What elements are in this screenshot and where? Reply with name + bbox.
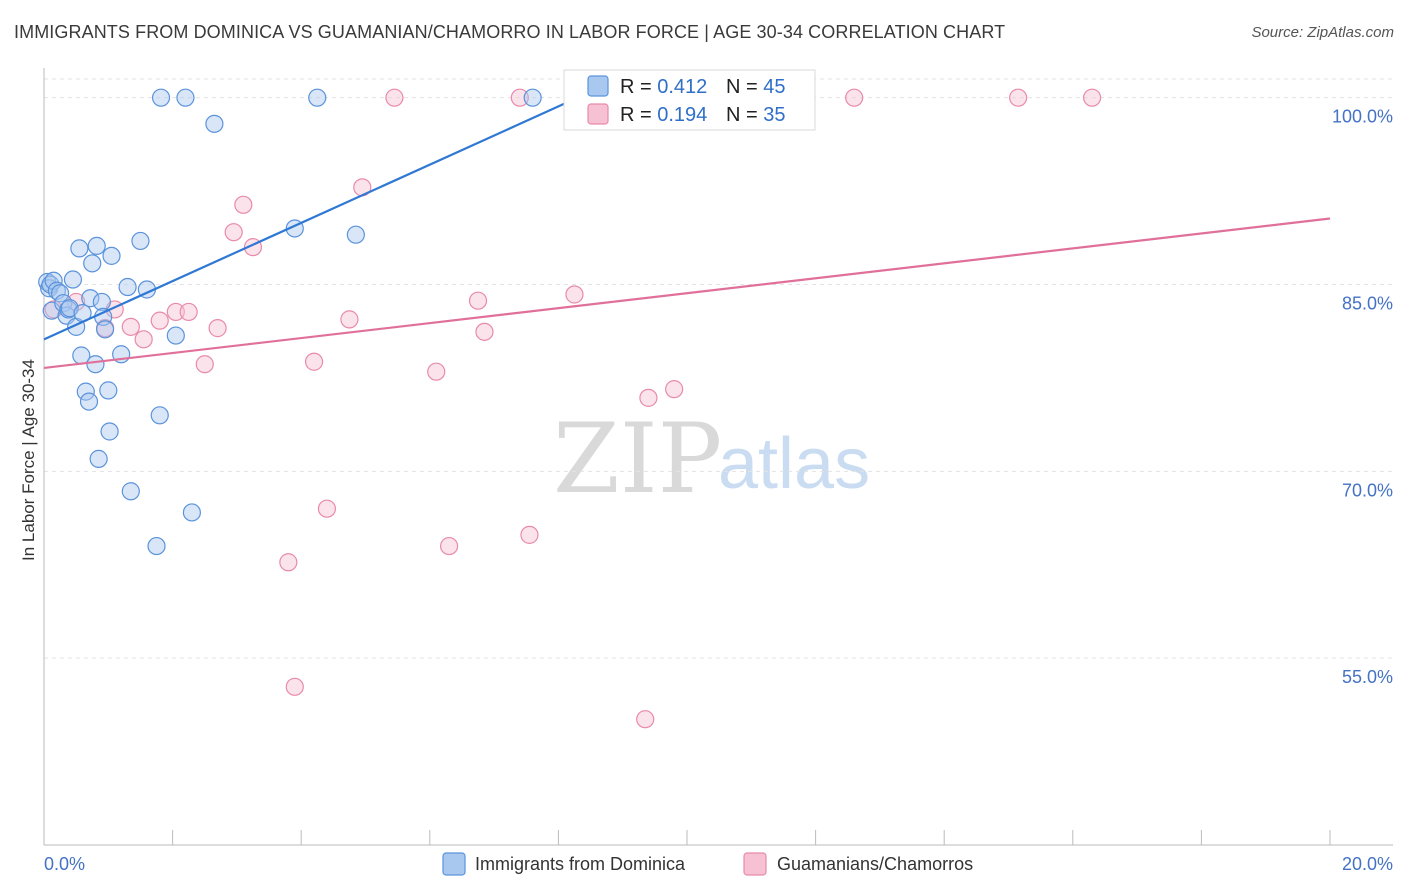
legend-pink-n: N = 35 bbox=[726, 104, 786, 126]
data-point bbox=[81, 289, 100, 308]
legend-pink-swatch bbox=[587, 103, 609, 125]
blue-series-points bbox=[38, 88, 542, 556]
legend-blue-stats: R = 0.412 bbox=[620, 76, 707, 98]
data-point bbox=[234, 195, 253, 214]
data-point bbox=[166, 326, 185, 345]
x-tick-label-max: 20.0% bbox=[1342, 854, 1393, 874]
y-tick-labels: 100.0% 85.0% 70.0% 55.0% bbox=[1332, 107, 1393, 687]
data-point bbox=[95, 320, 115, 339]
data-point bbox=[308, 88, 327, 107]
legend-blue-n-value: 45 bbox=[763, 76, 785, 98]
data-point bbox=[63, 270, 83, 289]
pink-trend-line bbox=[43, 217, 1331, 370]
blue-trend-line bbox=[43, 96, 579, 341]
y-tick-label: 70.0% bbox=[1342, 480, 1393, 500]
data-point bbox=[83, 254, 102, 273]
data-point bbox=[87, 236, 106, 256]
legend-blue-n: N = 45 bbox=[726, 76, 786, 98]
data-point bbox=[134, 330, 153, 349]
data-point bbox=[179, 302, 198, 322]
data-point bbox=[70, 239, 89, 258]
data-point bbox=[1082, 88, 1102, 107]
chart-title: IMMIGRANTS FROM DOMINICA VS GUAMANIAN/CH… bbox=[14, 22, 1006, 42]
data-point bbox=[845, 88, 864, 107]
watermark-atlas: atlas bbox=[718, 424, 870, 504]
data-point bbox=[59, 300, 78, 319]
data-point bbox=[224, 223, 243, 242]
data-point bbox=[121, 482, 140, 501]
data-point bbox=[523, 88, 542, 107]
data-point bbox=[166, 302, 185, 322]
data-point bbox=[150, 311, 169, 330]
legend-box: R = 0.412 N = 45 R = 0.194 N = 35 bbox=[563, 69, 816, 131]
axes bbox=[43, 68, 1393, 846]
data-point bbox=[636, 710, 655, 729]
data-point bbox=[665, 380, 684, 399]
data-point bbox=[475, 322, 494, 341]
legend-pink-stats: R = 0.194 bbox=[620, 104, 707, 126]
bottom-legend-pink-swatch bbox=[743, 852, 767, 876]
data-point bbox=[100, 422, 119, 441]
legend-blue-r-value: 0.412 bbox=[657, 76, 707, 98]
data-point bbox=[102, 246, 121, 265]
data-point bbox=[151, 88, 171, 107]
y-tick-label: 85.0% bbox=[1342, 294, 1393, 314]
data-point bbox=[79, 392, 99, 411]
legend-pink-n-label: N = bbox=[726, 104, 763, 126]
data-point bbox=[510, 88, 529, 107]
data-point bbox=[468, 291, 488, 310]
legend-blue-n-label: N = bbox=[726, 76, 763, 98]
data-point bbox=[205, 114, 224, 133]
x-tick-label-min: 0.0% bbox=[44, 854, 85, 874]
data-point bbox=[121, 317, 140, 336]
legend-pink-n-value: 35 bbox=[763, 104, 785, 126]
data-point bbox=[340, 310, 359, 329]
data-point bbox=[385, 88, 404, 107]
data-point bbox=[304, 352, 324, 371]
legend-blue-r-label: R = bbox=[620, 76, 657, 98]
data-point bbox=[76, 382, 95, 401]
data-point bbox=[150, 406, 169, 425]
legend-pink-r-label: R = bbox=[620, 104, 657, 126]
y-tick-label: 55.0% bbox=[1342, 667, 1393, 687]
legend-blue-swatch bbox=[587, 75, 609, 97]
y-axis-label: In Labor Force | Age 30-34 bbox=[19, 359, 38, 561]
data-point bbox=[565, 285, 584, 304]
grid-lines bbox=[44, 78, 1393, 659]
data-point bbox=[176, 88, 195, 107]
data-point bbox=[118, 277, 137, 297]
data-point bbox=[99, 381, 118, 400]
data-point bbox=[346, 225, 365, 244]
bottom-legend-blue-label: Immigrants from Dominica bbox=[475, 854, 686, 874]
source-credit: Source: ZipAtlas.com bbox=[1251, 24, 1394, 41]
data-point bbox=[317, 499, 337, 518]
data-point bbox=[92, 292, 111, 312]
watermark-zip: ZIP bbox=[553, 403, 722, 515]
bottom-legend-blue-swatch bbox=[442, 852, 466, 876]
data-point bbox=[520, 525, 539, 544]
data-point bbox=[147, 536, 166, 556]
data-point bbox=[182, 503, 201, 522]
data-point bbox=[1009, 88, 1028, 107]
data-point bbox=[86, 355, 105, 374]
legend-pink-r-value: 0.194 bbox=[657, 104, 707, 126]
data-point bbox=[285, 677, 304, 696]
bottom-legend-pink-label: Guamanians/Chamorros bbox=[777, 854, 973, 874]
data-point bbox=[427, 362, 446, 381]
data-point bbox=[208, 319, 227, 338]
data-point bbox=[279, 553, 298, 572]
data-point bbox=[439, 536, 459, 556]
data-point bbox=[639, 388, 658, 407]
data-point bbox=[50, 284, 70, 303]
bottom-legend: Immigrants from Dominica Guamanians/Cham… bbox=[442, 852, 973, 876]
data-point bbox=[195, 355, 214, 374]
y-tick-label: 100.0% bbox=[1332, 107, 1393, 127]
watermark: ZIP atlas bbox=[553, 403, 870, 515]
data-point bbox=[89, 449, 108, 468]
data-point bbox=[131, 231, 150, 251]
